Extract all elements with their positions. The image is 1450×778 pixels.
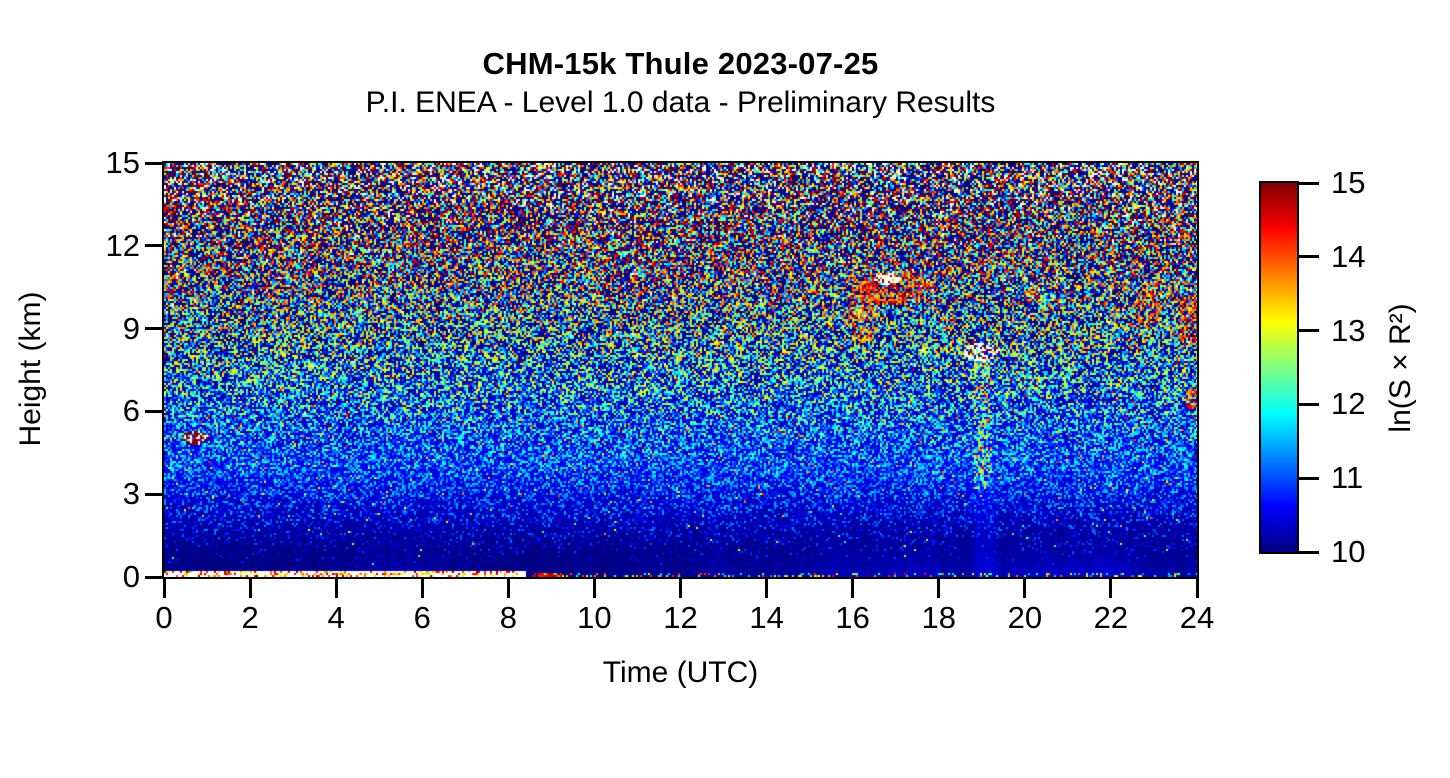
x-tick — [506, 579, 510, 598]
colorbar-tick — [1297, 402, 1319, 406]
colorbar-label: ln(S × R²) — [1384, 303, 1417, 433]
x-tick-label: 0 — [155, 600, 173, 635]
x-tick — [248, 579, 252, 598]
x-tick-label: 4 — [327, 600, 345, 635]
colorbar — [1259, 181, 1299, 554]
heatmap-image — [164, 163, 1197, 577]
colorbar-tick — [1297, 476, 1319, 480]
x-tick-label: 8 — [499, 600, 517, 635]
y-tick — [145, 161, 162, 165]
chart-title: CHM-15k Thule 2023-07-25 — [482, 46, 879, 81]
x-tick-label: 14 — [749, 600, 784, 635]
x-tick — [334, 579, 338, 598]
colorbar-tick — [1297, 255, 1319, 259]
x-tick — [1023, 579, 1027, 598]
colorbar-tick — [1297, 329, 1319, 333]
y-tick — [145, 575, 162, 579]
y-tick — [145, 327, 162, 331]
colorbar-tick — [1297, 181, 1319, 185]
y-tick-label: 12 — [105, 227, 140, 263]
x-tick — [765, 579, 769, 598]
x-tick — [1109, 579, 1113, 598]
colorbar-tick-label: 10 — [1331, 534, 1366, 569]
x-tick — [592, 579, 596, 598]
colorbar-tick-label: 13 — [1331, 312, 1366, 348]
x-tick — [162, 579, 166, 598]
colorbar-tick-label: 11 — [1331, 460, 1364, 496]
x-tick-label: 16 — [835, 600, 870, 635]
y-tick-label: 3 — [122, 476, 140, 512]
y-tick — [145, 492, 162, 496]
x-tick — [420, 579, 424, 598]
x-tick-label: 10 — [577, 600, 612, 635]
colorbar-tick-label: 12 — [1331, 386, 1366, 422]
y-tick — [145, 244, 162, 248]
x-tick-label: 18 — [921, 600, 956, 635]
x-tick — [1195, 579, 1199, 598]
x-tick-label: 2 — [241, 600, 259, 635]
y-tick-label: 9 — [122, 310, 140, 346]
x-tick-label: 6 — [413, 600, 431, 635]
colorbar-tick-label: 14 — [1331, 238, 1366, 274]
x-tick-label: 22 — [1093, 600, 1129, 635]
y-tick-label: 0 — [122, 559, 140, 594]
x-tick-label: 20 — [1007, 600, 1043, 635]
x-tick — [851, 579, 855, 598]
x-tick — [679, 579, 682, 598]
y-tick-label: 15 — [105, 145, 140, 180]
y-tick-label: 6 — [122, 393, 140, 429]
colorbar-tick-label: 15 — [1331, 165, 1366, 200]
y-tick — [145, 409, 162, 413]
y-axis-label: Height (km) — [14, 291, 47, 447]
x-tick — [937, 579, 941, 598]
x-tick-label: 24 — [1179, 600, 1215, 635]
x-tick-label: 12 — [663, 600, 698, 635]
chart-subtitle: P.I. ENEA - Level 1.0 data - Preliminary… — [365, 86, 996, 119]
x-axis-label: Time (UTC) — [602, 656, 759, 689]
colorbar-tick — [1297, 550, 1319, 554]
